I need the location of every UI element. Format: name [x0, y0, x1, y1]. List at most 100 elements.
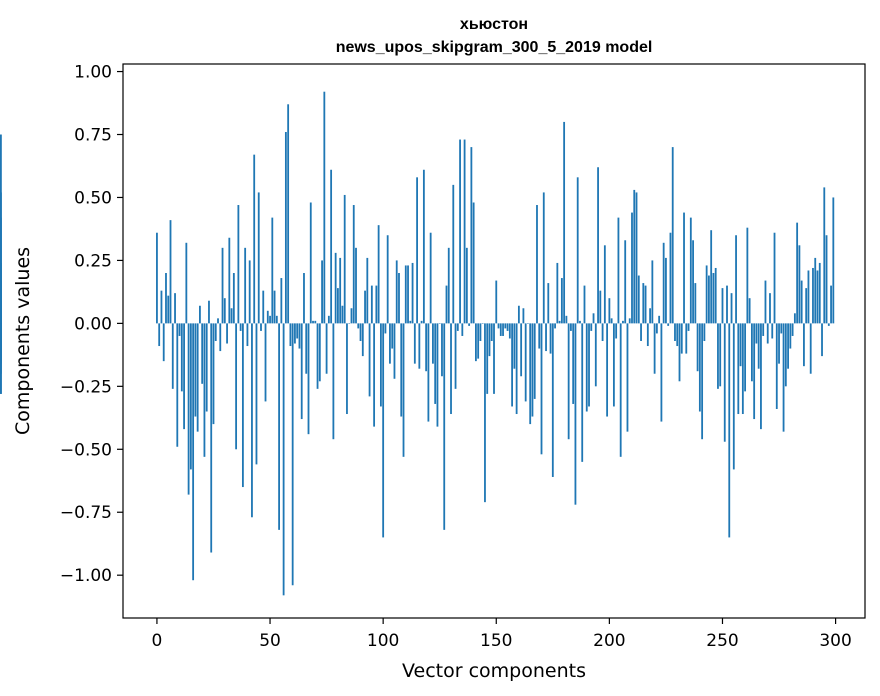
bar-9 [176, 323, 179, 447]
bar-undefined [0, 217, 2, 324]
bar-169 [538, 323, 541, 349]
bar-75 [325, 323, 328, 374]
bar-144 [481, 323, 484, 324]
bar-243 [705, 265, 708, 324]
bar-undefined [0, 323, 2, 364]
bar-89 [357, 323, 360, 329]
bar-96 [373, 323, 376, 427]
bar-234 [685, 323, 688, 354]
plot-frame [122, 63, 866, 619]
bar-272 [771, 323, 774, 339]
bar-298 [830, 285, 832, 324]
bar-138 [468, 323, 471, 326]
x-tick-label: 0 [152, 631, 163, 651]
bar-209 [628, 318, 631, 324]
bar-133 [456, 323, 459, 331]
bar-46 [260, 323, 262, 331]
bar-111 [407, 265, 409, 324]
y-tick-label: −0.75 [60, 503, 112, 523]
bar-105 [393, 323, 396, 379]
bar-123 [434, 323, 437, 404]
bar-207 [624, 240, 627, 324]
bar-27 [217, 318, 219, 324]
bar-193 [592, 313, 595, 324]
bar-253 [728, 323, 731, 538]
bar-197 [601, 323, 604, 341]
bar-265 [755, 323, 758, 344]
bar-180 [563, 121, 566, 324]
bar-107 [398, 273, 400, 324]
bar-17 [194, 323, 197, 417]
bar-190 [585, 323, 588, 412]
bar-21 [203, 323, 206, 457]
bar-280 [789, 323, 792, 349]
bar-170 [540, 323, 543, 455]
bar-100 [382, 323, 385, 538]
bar-7 [171, 323, 174, 389]
bar-188 [581, 323, 584, 462]
bar-29 [221, 247, 224, 324]
bar-20 [201, 323, 204, 384]
bar-237 [692, 240, 694, 324]
x-axis: 0 50 100 150 200 250 300 [152, 618, 852, 651]
bar-1 [158, 323, 161, 347]
bar-264 [753, 323, 756, 420]
bar-176 [554, 323, 556, 329]
bar-99 [379, 323, 382, 407]
bar-286 [803, 323, 805, 367]
bar-30 [223, 298, 226, 324]
y-tick-label: 0.50 [74, 188, 112, 208]
bar-278 [784, 323, 787, 387]
bar-150 [495, 280, 498, 324]
bar-232 [680, 323, 683, 354]
bar-115 [416, 177, 418, 324]
bar-290 [812, 267, 814, 324]
y-axis: 1.00 0.75 0.50 0.25 0.00 −0.25 −0.50 −0.75 −1.00 [60, 63, 123, 586]
bar-273 [773, 232, 776, 324]
bar-259 [741, 323, 744, 415]
bar-41 [248, 260, 251, 324]
bar-153 [502, 323, 504, 336]
bar-53 [275, 315, 278, 324]
bar-40 [246, 323, 249, 347]
bar-165 [529, 323, 532, 425]
bar-247 [714, 267, 717, 324]
bar-194 [594, 323, 597, 387]
bar-119 [425, 323, 428, 372]
bar-23 [208, 300, 210, 324]
bar-57 [284, 131, 287, 324]
bar-78 [332, 323, 335, 440]
bar-241 [701, 323, 704, 440]
bar-227 [669, 232, 672, 324]
bar-228 [671, 147, 674, 324]
bar-106 [395, 260, 398, 324]
bar-81 [339, 257, 342, 324]
bar-233 [683, 212, 685, 324]
bar-191 [588, 323, 590, 407]
bar-63 [298, 323, 301, 349]
bar-249 [719, 323, 722, 387]
bar-288 [807, 270, 810, 324]
bar-154 [504, 323, 507, 329]
bar-137 [465, 247, 468, 324]
bar-164 [527, 323, 529, 324]
x-axis-label: Vector components [402, 660, 586, 682]
bar-219 [651, 260, 654, 324]
bar-88 [355, 247, 357, 324]
y-tick-label: −0.25 [60, 377, 112, 397]
bar-203 [615, 323, 618, 339]
bar-39 [244, 247, 247, 324]
bar-148 [490, 323, 493, 341]
bar-77 [330, 169, 333, 324]
bar-92 [364, 290, 366, 324]
bar-258 [739, 323, 742, 367]
bar-109 [402, 323, 405, 457]
bar-161 [520, 323, 523, 377]
bar-205 [619, 323, 622, 457]
bar-22 [205, 323, 208, 412]
bar-201 [610, 318, 613, 324]
bar-67 [307, 323, 310, 435]
bar-178 [558, 320, 561, 324]
bar-177 [556, 262, 559, 324]
